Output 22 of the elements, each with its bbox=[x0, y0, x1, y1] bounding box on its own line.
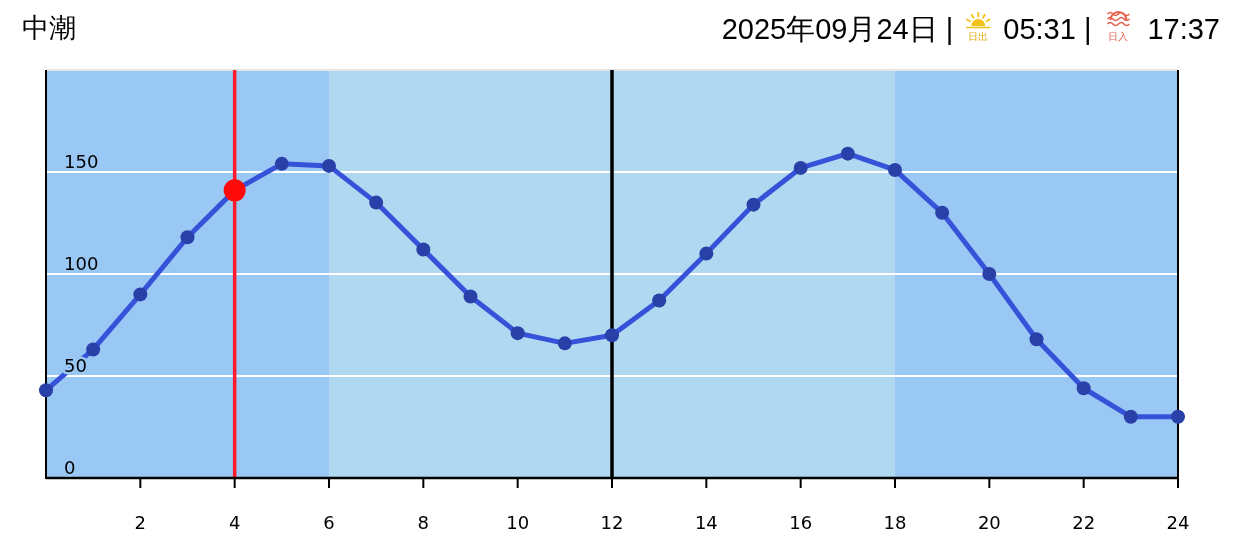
text: 日入 bbox=[1108, 31, 1129, 42]
x-tick-label: 12 bbox=[600, 512, 624, 533]
x-tick-label: 8 bbox=[417, 512, 430, 533]
chart-subtitle: 2025年09月24日 | bbox=[721, 13, 954, 45]
y-tick-label: 0 bbox=[64, 457, 76, 478]
x-tick-label: 2 bbox=[134, 512, 147, 533]
x-tick-label: 16 bbox=[789, 512, 813, 533]
x-tick-label: 20 bbox=[977, 512, 1001, 533]
text: 日出 bbox=[968, 31, 989, 42]
x-tick-label: 22 bbox=[1072, 512, 1096, 533]
x-tick-label: 10 bbox=[506, 512, 530, 533]
x-tick-label: 24 bbox=[1166, 512, 1190, 533]
y-tick-label: 50 bbox=[64, 355, 87, 376]
x-tick-label: 14 bbox=[694, 512, 718, 533]
text: 17:37 bbox=[1147, 13, 1220, 45]
y-tick-label: 100 bbox=[64, 253, 99, 274]
x-tick-label: 4 bbox=[228, 512, 241, 533]
chart-title: 中潮 bbox=[22, 13, 76, 43]
y-tick-label: 150 bbox=[64, 151, 99, 172]
x-tick-label: 18 bbox=[883, 512, 907, 533]
x-tick-label: 6 bbox=[323, 512, 335, 533]
text: 05:31 | bbox=[1003, 13, 1092, 45]
